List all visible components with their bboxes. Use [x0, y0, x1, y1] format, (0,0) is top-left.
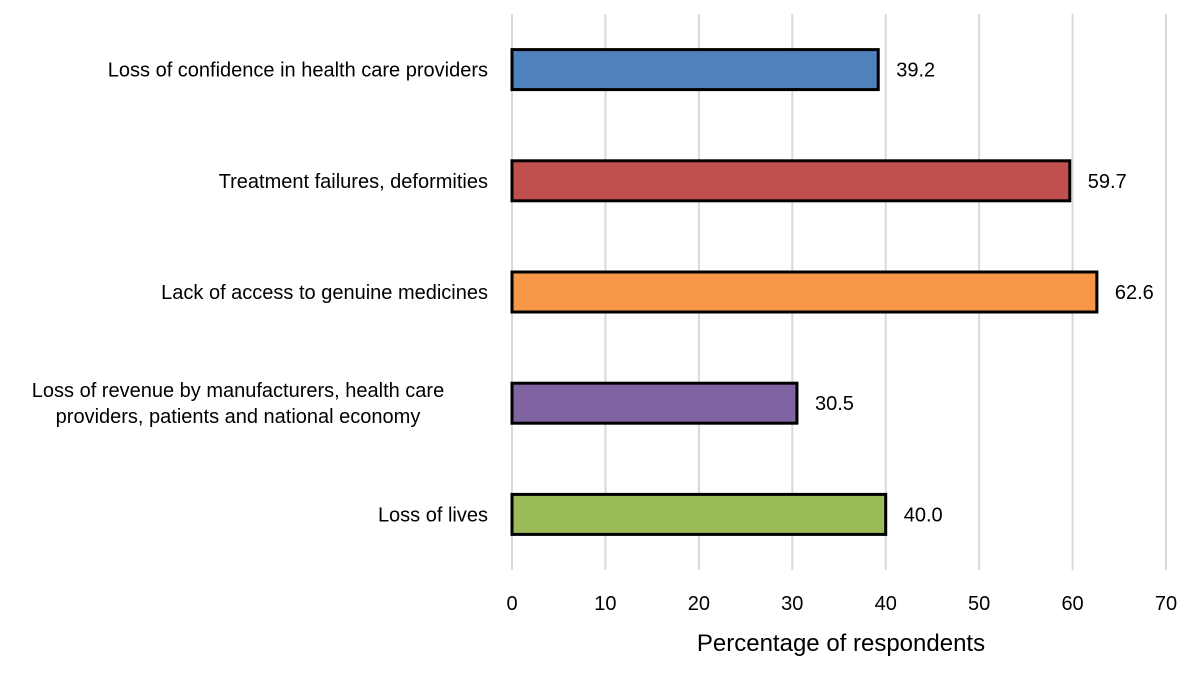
- category-label: Loss of confidence in health care provid…: [108, 60, 488, 82]
- data-label: 40.0: [904, 504, 943, 526]
- x-tick-label: 30: [781, 593, 803, 615]
- category-label-line: Loss of lives: [378, 504, 488, 526]
- data-label: 59.7: [1088, 171, 1127, 193]
- category-labels: Loss of confidence in health care provid…: [32, 60, 488, 527]
- data-label: 30.5: [815, 393, 854, 415]
- category-label-line: Treatment failures, deformities: [219, 171, 488, 193]
- category-label-line: Loss of revenue by manufacturers, health…: [32, 380, 444, 402]
- data-label: 62.6: [1115, 282, 1154, 304]
- category-label: Treatment failures, deformities: [219, 171, 488, 193]
- x-axis-title: Percentage of respondents: [697, 630, 985, 657]
- data-label: 39.2: [896, 60, 935, 82]
- bars: [510, 48, 1099, 536]
- category-label: Lack of access to genuine medicines: [161, 282, 488, 304]
- x-tick-label: 60: [1061, 593, 1083, 615]
- bar: [510, 270, 1099, 314]
- bar: [510, 492, 888, 536]
- x-tick-labels: 0 10 20 30 40 50 60 70: [506, 593, 1177, 615]
- category-label: Loss of revenue by manufacturers, health…: [32, 380, 444, 428]
- x-tick-label: 20: [688, 593, 710, 615]
- category-label: Loss of lives: [378, 504, 488, 526]
- x-tick-label: 10: [594, 593, 616, 615]
- data-labels: 39.2 59.7 62.6 30.5 40.0: [815, 60, 1154, 527]
- x-tick-label: 50: [968, 593, 990, 615]
- category-label-line: Lack of access to genuine medicines: [161, 282, 488, 304]
- x-tick-label: 40: [875, 593, 897, 615]
- category-label-line: Loss of confidence in health care provid…: [108, 60, 488, 82]
- x-tick-label: 0: [506, 593, 517, 615]
- bar: [510, 381, 799, 425]
- category-label-line: providers, patients and national economy: [56, 406, 421, 428]
- x-tick-label: 70: [1155, 593, 1177, 615]
- bar: [510, 159, 1072, 203]
- bar: [510, 48, 880, 92]
